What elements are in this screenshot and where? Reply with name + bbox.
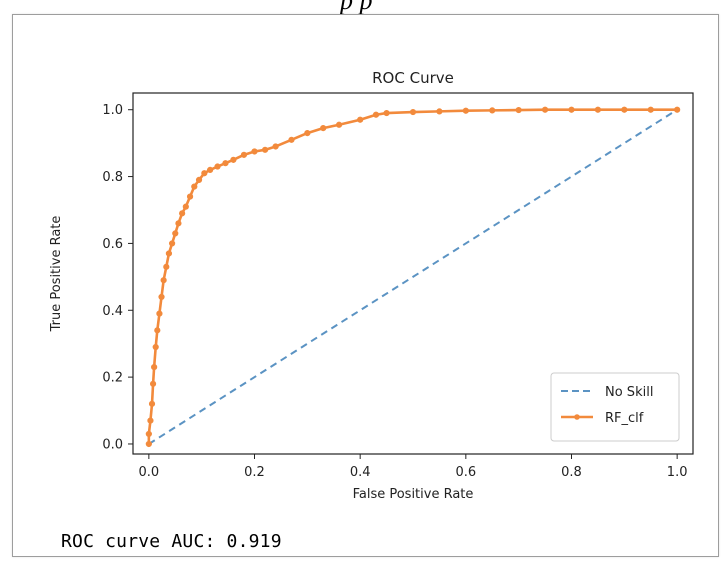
rf-clf-point [156,310,163,317]
rf-clf-point [160,277,167,284]
rf-clf-point [222,160,229,167]
legend-rf-clf-marker [574,414,580,420]
rf-clf-point [357,116,364,123]
rf-clf-point [191,183,198,190]
y-axis-label: True Positive Rate [49,216,64,333]
rf-clf-point [320,124,327,132]
rf-clf-point [288,136,295,143]
rf-clf-point [383,109,390,117]
x-tick-label: 0.0 [139,465,160,480]
rf-clf-point [621,106,628,113]
rf-clf-point [179,210,186,217]
rf-clf-point [148,400,156,407]
y-tick-label: 0.6 [102,237,123,252]
rf-clf-point [372,111,380,118]
rf-clf-point [230,156,237,163]
x-tick-label: 0.2 [244,465,265,480]
y-tick-label: 0.0 [102,437,123,452]
rf-clf-point [462,107,469,114]
chart-title: ROC Curve [372,69,454,87]
y-tick-label: 0.8 [102,170,123,185]
rf-clf-point [147,417,154,424]
rf-clf-point [186,193,194,200]
no-skill-line [148,108,678,445]
x-tick-label: 1.0 [667,465,688,480]
figure-panel: 0.0 0.2 0.4 0.6 0.8 1.0 0.0 0.2 0.4 0.6 0.8 1.0 ROC … [12,14,719,557]
rf-clf-point [594,106,602,113]
y-tick-label: 1.0 [102,103,123,118]
x-tick-label: 0.4 [350,465,371,480]
rf-clf-point [175,220,182,227]
rf-clf-point [261,146,269,153]
y-tick-label: 0.2 [102,371,123,386]
legend-box [550,372,680,442]
rf-clf-point [335,121,343,128]
rf-clf-point [151,363,158,371]
rf-clf-point [168,240,176,247]
rf-clf-point [195,176,203,184]
rf-clf-point [515,106,522,114]
rf-clf-point [163,263,170,270]
rf-clf-point [165,250,173,257]
rf-clf-point [182,203,189,210]
rf-clf-point [158,293,165,300]
x-axis-label: False Positive Rate [353,487,474,502]
rf-clf-point [251,148,258,155]
rf-clf-point [647,106,654,113]
rf-clf-point [489,107,496,114]
rf-clf-point [201,170,208,177]
rf-clf-point [145,430,152,438]
rf-clf-point [152,343,159,351]
rf-clf-point [149,380,157,387]
rf-clf-point [674,106,681,113]
rf-clf-point [541,106,549,113]
rf-clf-point [272,143,279,150]
rf-clf-point [240,151,248,158]
legend-label-rf-clf: RF_clf [605,411,644,426]
rf-clf-point [145,440,152,448]
rf-clf-point [172,230,179,237]
rf-clf-point [568,106,575,113]
rf-clf-point [154,327,161,334]
x-tick-label: 0.8 [561,465,582,480]
x-tick-label: 0.6 [455,465,476,480]
roc-chart: 0.0 0.2 0.4 0.6 0.8 1.0 0.0 0.2 0.4 0.6 0.8 1.0 ROC … [49,69,694,502]
rf-clf-point [304,130,311,137]
auc-result-text: ROC curve AUC: 0.919 [61,531,282,552]
rf-clf-point [409,108,417,116]
rf-clf-point [214,163,221,170]
cropped-heading-fragment: p p [340,0,725,14]
y-tick-label: 0.4 [102,304,123,319]
rf-clf-point [436,108,443,115]
rf-clf-point [207,166,214,173]
legend-label-no-skill: No Skill [605,385,653,400]
